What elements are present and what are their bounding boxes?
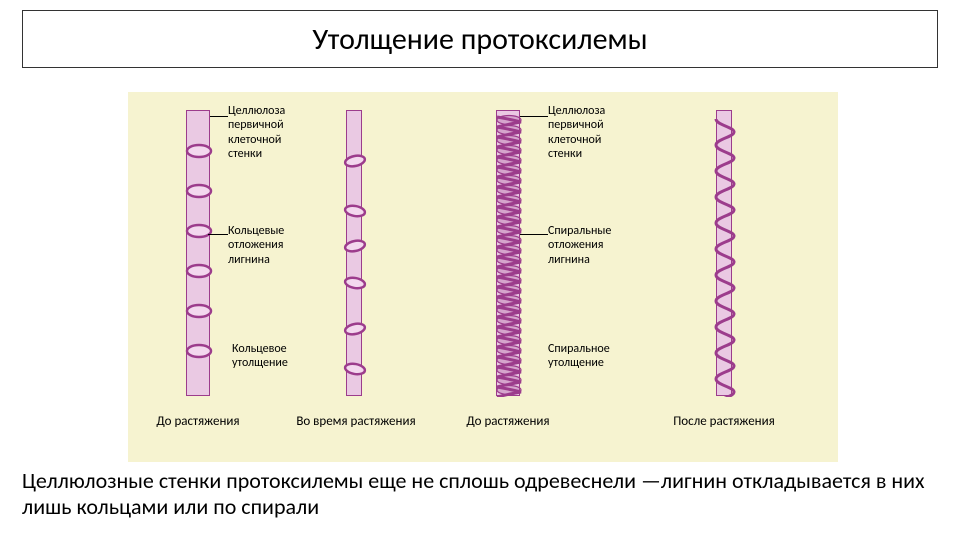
diagram-panel: Целлюлоза первичной клеточной стенки Кол… [128,92,838,462]
subcap-3: До растяжения [448,414,568,429]
vessel-annular-during [346,110,362,396]
annular-rings-before [184,111,214,397]
page-title: Утолщение протоксилемы [312,21,647,58]
leader-line [208,234,228,235]
vessel-annular-before [186,110,210,396]
label-spiral-type: Спиральное утолщение [548,342,648,371]
label-cellulose-2: Целлюлоза первичной клеточной стенки [548,104,638,162]
title-frame: Утолщение протоксилемы [22,10,938,68]
label-ring-type: Кольцевое утолщение [232,342,322,371]
caption-text: Целлюлозные стенки протоксилемы еще не с… [22,468,938,521]
subcap-4: После растяжения [664,414,784,429]
subcap-1: До растяжения [138,414,258,429]
subcap-2: Во время растяжения [296,414,416,429]
label-cellulose-1: Целлюлоза первичной клеточной стенки [228,104,318,162]
vessel-spiral-before [496,110,520,396]
spiral-loose [713,111,737,397]
spiral-tight [494,111,524,397]
label-rings: Кольцевые отложения лигнина [228,224,318,267]
vessel-spiral-after [716,110,732,396]
leader-line [520,116,548,117]
leader-line [520,234,548,235]
leader-line [210,116,228,117]
annular-rings-during [343,111,367,397]
label-spiral: Спиральные отложения лигнина [548,224,648,267]
